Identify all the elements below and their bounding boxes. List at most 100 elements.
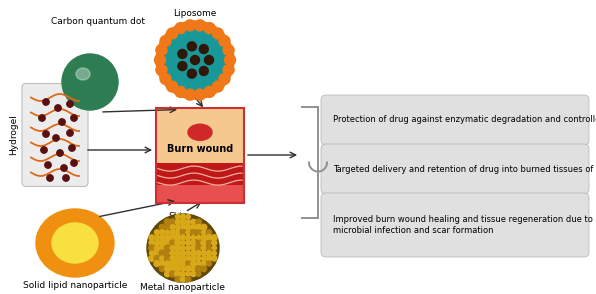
Circle shape xyxy=(199,45,208,54)
Circle shape xyxy=(71,160,77,166)
Circle shape xyxy=(69,145,75,151)
Circle shape xyxy=(204,23,215,34)
Circle shape xyxy=(170,240,175,246)
Circle shape xyxy=(185,266,191,272)
Circle shape xyxy=(195,245,201,251)
Circle shape xyxy=(154,240,160,245)
Circle shape xyxy=(61,165,67,171)
Circle shape xyxy=(175,225,181,230)
Circle shape xyxy=(191,250,196,256)
Circle shape xyxy=(165,230,170,235)
Circle shape xyxy=(159,261,165,266)
Circle shape xyxy=(154,250,160,256)
Circle shape xyxy=(191,235,195,240)
Circle shape xyxy=(191,261,196,267)
Circle shape xyxy=(45,162,51,168)
Circle shape xyxy=(196,230,201,235)
Circle shape xyxy=(206,255,212,261)
Circle shape xyxy=(175,271,181,277)
Text: Improved burn wound healing and tissue regeneration due to preventing
microbial : Improved burn wound healing and tissue r… xyxy=(333,215,596,235)
Circle shape xyxy=(156,64,167,75)
Circle shape xyxy=(191,230,196,235)
Ellipse shape xyxy=(52,223,98,263)
Circle shape xyxy=(195,219,201,225)
Circle shape xyxy=(164,235,170,240)
Circle shape xyxy=(149,235,154,240)
Circle shape xyxy=(186,230,191,235)
Circle shape xyxy=(186,235,191,240)
Circle shape xyxy=(160,74,171,84)
Circle shape xyxy=(159,240,165,246)
Ellipse shape xyxy=(76,68,90,80)
Circle shape xyxy=(181,235,186,240)
Circle shape xyxy=(212,235,217,240)
Circle shape xyxy=(201,224,207,230)
Circle shape xyxy=(41,147,47,153)
Circle shape xyxy=(55,105,61,111)
Circle shape xyxy=(43,99,49,105)
Circle shape xyxy=(71,115,77,121)
Circle shape xyxy=(207,245,212,250)
Circle shape xyxy=(166,28,178,39)
Circle shape xyxy=(175,214,180,219)
Circle shape xyxy=(175,220,180,225)
Text: Hydrogel: Hydrogel xyxy=(10,115,18,156)
Circle shape xyxy=(204,86,215,97)
Circle shape xyxy=(160,230,165,235)
Text: Burn wound: Burn wound xyxy=(167,144,233,154)
Circle shape xyxy=(164,261,170,266)
Circle shape xyxy=(207,240,212,245)
Text: Protection of drug against enzymatic degradation and controlled release: Protection of drug against enzymatic deg… xyxy=(333,116,596,124)
Circle shape xyxy=(170,266,175,272)
Circle shape xyxy=(164,219,170,225)
Circle shape xyxy=(201,235,207,240)
Circle shape xyxy=(212,246,216,250)
Circle shape xyxy=(191,271,196,277)
FancyBboxPatch shape xyxy=(321,193,589,257)
Circle shape xyxy=(154,54,166,66)
Circle shape xyxy=(212,81,224,92)
Circle shape xyxy=(165,251,170,256)
Circle shape xyxy=(159,224,165,230)
Circle shape xyxy=(178,49,187,59)
Circle shape xyxy=(185,224,191,230)
Circle shape xyxy=(207,261,212,266)
Circle shape xyxy=(169,219,176,225)
Circle shape xyxy=(149,255,155,261)
Circle shape xyxy=(186,220,190,224)
FancyBboxPatch shape xyxy=(22,83,88,186)
Circle shape xyxy=(201,240,207,246)
Circle shape xyxy=(223,64,234,75)
Circle shape xyxy=(170,261,175,266)
Circle shape xyxy=(223,45,234,56)
Circle shape xyxy=(159,235,165,240)
Circle shape xyxy=(53,135,59,141)
Circle shape xyxy=(154,230,160,235)
Circle shape xyxy=(191,219,196,225)
Circle shape xyxy=(175,245,181,251)
Circle shape xyxy=(67,130,73,136)
Circle shape xyxy=(212,251,216,255)
Circle shape xyxy=(178,61,187,71)
Circle shape xyxy=(187,42,197,51)
Circle shape xyxy=(164,255,170,261)
Circle shape xyxy=(196,235,201,240)
Circle shape xyxy=(206,250,212,256)
Bar xyxy=(156,108,244,163)
Circle shape xyxy=(181,246,185,250)
Circle shape xyxy=(170,230,175,235)
Circle shape xyxy=(201,251,206,256)
Circle shape xyxy=(181,240,185,245)
Circle shape xyxy=(170,256,175,261)
Circle shape xyxy=(175,260,181,267)
Circle shape xyxy=(170,245,175,250)
Circle shape xyxy=(196,261,201,266)
Circle shape xyxy=(196,250,201,256)
Text: Targeted delivery and retention of drug into burned tissues of the skin: Targeted delivery and retention of drug … xyxy=(333,165,596,173)
Circle shape xyxy=(160,36,171,46)
Circle shape xyxy=(212,240,217,245)
Circle shape xyxy=(164,245,170,251)
Circle shape xyxy=(190,255,197,262)
Circle shape xyxy=(212,256,217,261)
Circle shape xyxy=(180,260,186,267)
